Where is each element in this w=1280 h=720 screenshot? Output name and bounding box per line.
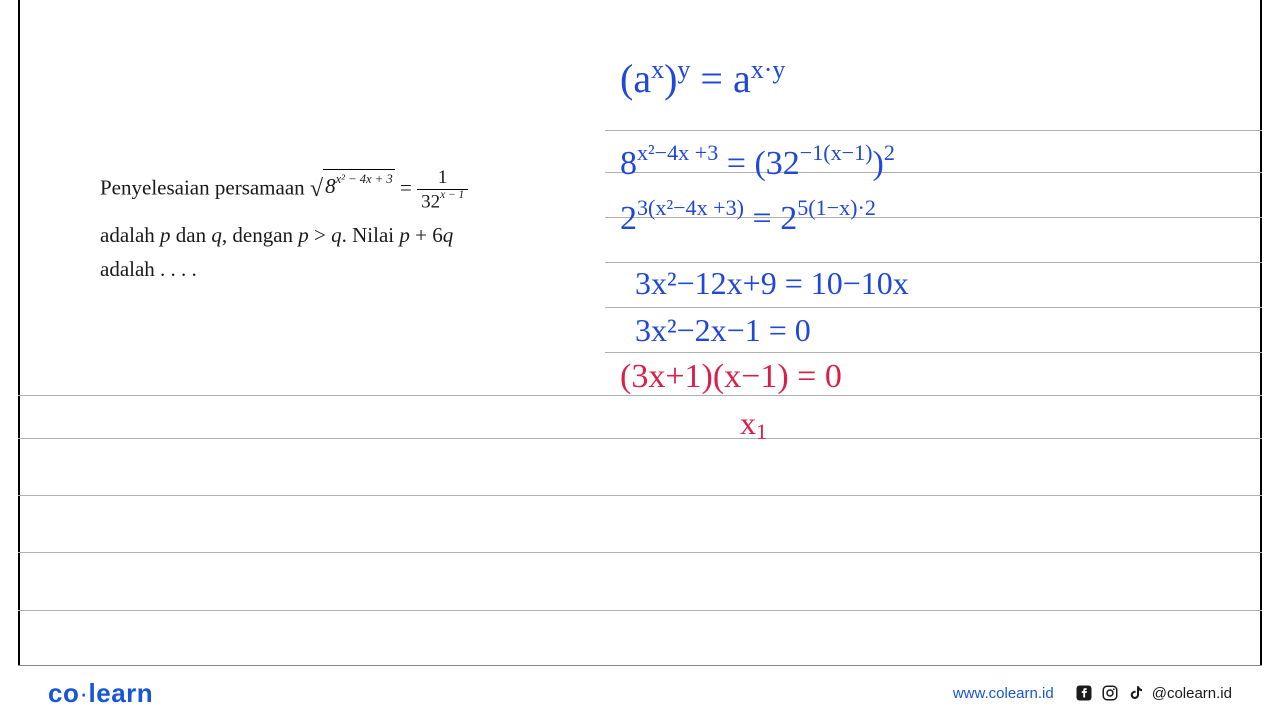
ruled-line xyxy=(18,495,1262,496)
facebook-icon[interactable] xyxy=(1074,683,1094,703)
footer-url[interactable]: www.colearn.id xyxy=(953,685,1054,702)
fraction-denominator: 32x − 1 xyxy=(417,190,468,211)
handwritten-step-5: (3x+1)(x−1) = 0 xyxy=(620,358,842,396)
problem-line-3: adalah . . . . xyxy=(100,253,560,287)
handwritten-step-3: 3x²−12x+9 = 10−10x xyxy=(635,265,909,302)
instagram-icon[interactable] xyxy=(1100,683,1120,703)
logo-dot: · xyxy=(79,678,88,708)
handwritten-step-4: 3x²−2x−1 = 0 xyxy=(635,312,811,349)
tiktok-icon[interactable] xyxy=(1126,683,1146,703)
ruled-line xyxy=(605,307,1262,308)
problem-statement: Penyelesaian persamaan √8x² − 4x + 3 = 1… xyxy=(100,168,560,287)
footer-right: www.colearn.id @colearn.id xyxy=(953,683,1232,703)
ruled-line xyxy=(18,438,1262,439)
ruled-line xyxy=(605,352,1262,353)
logo-part-1: co xyxy=(48,678,79,708)
handwritten-step-2: 23(x²−4x +3) = 25(1−x)·2 xyxy=(620,200,876,238)
handwritten-rule: (ax)y = ax·y xyxy=(620,55,785,102)
ruled-line xyxy=(18,610,1262,611)
fraction-numerator: 1 xyxy=(417,168,468,190)
ruled-line xyxy=(18,552,1262,553)
social-icons: @colearn.id xyxy=(1074,683,1232,703)
social-handle[interactable]: @colearn.id xyxy=(1152,685,1232,702)
logo: co·learn xyxy=(48,678,153,709)
problem-line-2: adalah p dan q, dengan p > q. Nilai p + … xyxy=(100,219,560,253)
sqrt-base: 8 xyxy=(325,174,336,198)
problem-prefix: Penyelesaian persamaan xyxy=(100,175,310,199)
fraction: 1 32x − 1 xyxy=(417,168,468,211)
ruled-line xyxy=(605,130,1262,131)
handwritten-step-6: x1 xyxy=(740,405,767,442)
logo-part-2: learn xyxy=(89,678,154,708)
footer: co·learn www.colearn.id @colearn.id xyxy=(18,665,1262,720)
ruled-line xyxy=(605,262,1262,263)
equals-sign: = xyxy=(400,175,417,199)
handwritten-step-1: 8x²−4x +3 = (32−1(x−1))2 xyxy=(620,145,895,183)
sqrt-expression: √8x² − 4x + 3 xyxy=(310,170,395,208)
problem-line-1: Penyelesaian persamaan √8x² − 4x + 3 = 1… xyxy=(100,168,560,211)
sqrt-exponent: x² − 4x + 3 xyxy=(336,172,393,186)
